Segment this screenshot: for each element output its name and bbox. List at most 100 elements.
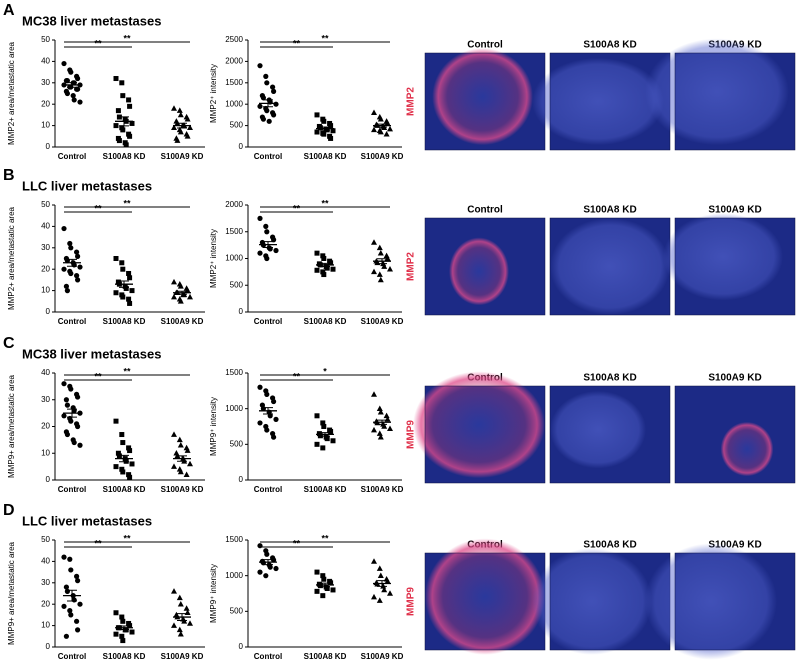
data-point bbox=[113, 256, 119, 261]
data-point bbox=[64, 288, 70, 294]
data-point bbox=[314, 441, 320, 447]
data-point bbox=[260, 95, 266, 101]
data-point bbox=[126, 97, 132, 103]
y-tick-label: 20 bbox=[41, 99, 50, 108]
y-tick-label: 1000 bbox=[225, 404, 243, 413]
data-point bbox=[119, 633, 125, 639]
data-point bbox=[314, 267, 320, 273]
sem-bar bbox=[119, 454, 129, 463]
data-point bbox=[177, 468, 184, 475]
data-point bbox=[371, 268, 377, 275]
data-point bbox=[67, 240, 73, 247]
micrograph-frame bbox=[549, 385, 671, 484]
panel-letter: A bbox=[3, 2, 15, 19]
panel-letter: D bbox=[3, 502, 15, 519]
y-tick-label: 1500 bbox=[225, 368, 243, 377]
y-tick-label: 30 bbox=[41, 78, 50, 87]
y-axis-label: MMP2+ area/metastatic area bbox=[7, 41, 16, 144]
data-point bbox=[317, 583, 323, 589]
data-point bbox=[271, 112, 277, 118]
data-point bbox=[330, 266, 336, 272]
data-point bbox=[330, 438, 336, 444]
data-point bbox=[324, 265, 330, 271]
data-point bbox=[257, 543, 263, 549]
data-point bbox=[381, 423, 388, 429]
data-point bbox=[68, 245, 74, 251]
y-tick-label: 500 bbox=[230, 439, 244, 448]
data-point bbox=[68, 69, 74, 75]
data-point bbox=[177, 283, 184, 289]
data-point bbox=[61, 603, 67, 609]
significance-label: ** bbox=[94, 538, 102, 548]
data-point bbox=[113, 464, 119, 470]
micrograph-frame bbox=[424, 385, 546, 484]
data-point bbox=[377, 434, 384, 440]
data-point bbox=[324, 586, 330, 592]
data-point bbox=[171, 588, 177, 594]
data-point bbox=[328, 260, 334, 266]
image-header: S100A8 KD bbox=[583, 40, 636, 51]
micrograph-region bbox=[432, 48, 533, 145]
sem-bar bbox=[263, 99, 273, 108]
data-point bbox=[74, 573, 80, 579]
y-tick-label: 0 bbox=[46, 642, 51, 651]
data-point bbox=[177, 298, 184, 304]
data-point bbox=[119, 466, 125, 472]
y-tick-label: 40 bbox=[41, 222, 50, 231]
x-tick-label: S100A8 KD bbox=[103, 152, 146, 161]
sem-bar bbox=[263, 241, 273, 249]
data-point bbox=[64, 90, 70, 97]
data-point bbox=[116, 453, 122, 459]
data-point bbox=[113, 123, 119, 129]
data-point bbox=[74, 618, 80, 624]
data-point bbox=[270, 84, 276, 90]
micrograph-frame bbox=[674, 217, 796, 316]
micrograph-region bbox=[425, 538, 545, 654]
y-tick-label: 1000 bbox=[225, 99, 243, 108]
data-point bbox=[383, 130, 390, 137]
data-point bbox=[171, 105, 177, 111]
sem-bar bbox=[320, 126, 330, 131]
data-point bbox=[129, 629, 135, 635]
data-point bbox=[113, 631, 119, 637]
data-point bbox=[320, 445, 326, 451]
sem-bar bbox=[377, 123, 387, 128]
y-tick-label: 20 bbox=[41, 599, 50, 608]
data-point bbox=[257, 420, 263, 426]
y-tick-label: 10 bbox=[41, 621, 50, 630]
data-point bbox=[257, 384, 263, 390]
significance-label: ** bbox=[94, 371, 102, 381]
y-tick-label: 50 bbox=[41, 35, 50, 44]
x-tick-label: S100A8 KD bbox=[304, 485, 347, 494]
data-point bbox=[317, 125, 323, 131]
data-point bbox=[77, 601, 83, 607]
data-point bbox=[377, 409, 384, 415]
data-point bbox=[377, 249, 384, 256]
y-tick-label: 20 bbox=[41, 422, 50, 431]
data-point bbox=[321, 131, 327, 137]
data-point bbox=[120, 294, 126, 300]
data-point bbox=[171, 293, 177, 300]
y-tick-label: 0 bbox=[46, 142, 51, 151]
stain-label: MMP2 bbox=[406, 87, 417, 116]
data-point bbox=[184, 115, 191, 122]
data-point bbox=[377, 572, 384, 578]
data-point bbox=[127, 474, 133, 480]
data-point bbox=[371, 109, 377, 116]
x-tick-label: Control bbox=[254, 317, 282, 326]
y-tick-label: 50 bbox=[41, 200, 50, 209]
data-point bbox=[176, 594, 183, 601]
micrograph-region bbox=[532, 548, 652, 655]
y-tick-label: 0 bbox=[239, 475, 244, 484]
data-point bbox=[273, 565, 279, 572]
y-axis-label: MMP2⁺ intensity bbox=[209, 64, 218, 123]
y-tick-label: 20 bbox=[41, 264, 50, 273]
data-point bbox=[129, 288, 135, 294]
y-tick-label: 50 bbox=[41, 535, 50, 544]
x-tick-label: Control bbox=[58, 485, 86, 494]
data-point bbox=[187, 293, 193, 300]
data-point bbox=[387, 590, 393, 596]
x-tick-label: S100A9 KD bbox=[361, 152, 404, 161]
data-point bbox=[264, 255, 270, 262]
data-point bbox=[381, 263, 388, 269]
